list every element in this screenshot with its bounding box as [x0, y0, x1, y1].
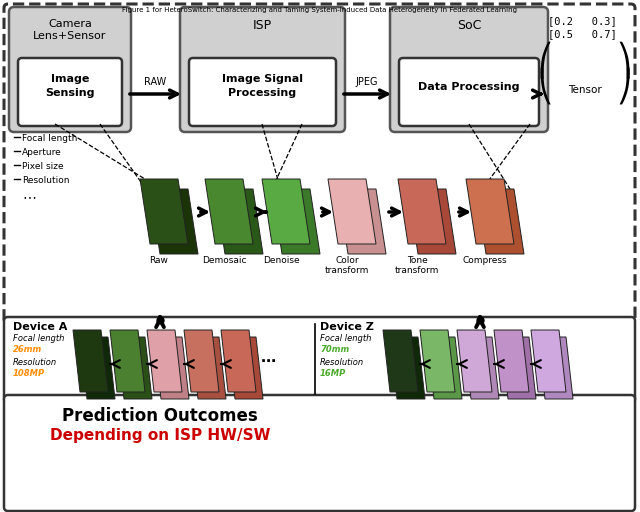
Polygon shape — [272, 189, 320, 254]
FancyBboxPatch shape — [4, 395, 635, 511]
Text: Figure 1 for HeteroSwitch: Characterizing and Taming System-Induced Data Heterog: Figure 1 for HeteroSwitch: Characterizin… — [122, 7, 518, 13]
Text: Device Z: Device Z — [320, 322, 374, 332]
Polygon shape — [494, 330, 529, 392]
Polygon shape — [262, 179, 310, 244]
Polygon shape — [476, 189, 524, 254]
Polygon shape — [147, 330, 182, 392]
Text: RAW: RAW — [144, 77, 166, 87]
FancyBboxPatch shape — [4, 4, 635, 324]
Polygon shape — [398, 179, 446, 244]
Polygon shape — [328, 179, 376, 244]
Text: Raw: Raw — [150, 256, 168, 265]
Polygon shape — [191, 337, 226, 399]
Text: 26mm: 26mm — [13, 345, 42, 354]
Bar — [491, 412, 570, 499]
Polygon shape — [466, 179, 514, 244]
FancyBboxPatch shape — [18, 58, 122, 126]
Text: Focal length: Focal length — [320, 334, 371, 343]
Text: Demosaic: Demosaic — [202, 256, 246, 265]
FancyBboxPatch shape — [189, 58, 336, 126]
Y-axis label: Accuracy: Accuracy — [261, 406, 271, 462]
Polygon shape — [408, 189, 456, 254]
Text: Device A: Device A — [13, 322, 67, 332]
Polygon shape — [215, 189, 263, 254]
Text: SoC: SoC — [457, 19, 481, 32]
Text: Depending on ISP HW/SW: Depending on ISP HW/SW — [50, 428, 270, 443]
Text: Prediction Outcomes: Prediction Outcomes — [62, 407, 258, 425]
Text: ⋯: ⋯ — [260, 353, 276, 369]
Polygon shape — [501, 337, 536, 399]
Text: JPEG: JPEG — [356, 77, 378, 87]
Polygon shape — [205, 179, 253, 244]
Polygon shape — [73, 330, 108, 392]
Polygon shape — [140, 179, 188, 244]
Polygon shape — [154, 337, 189, 399]
Polygon shape — [427, 337, 462, 399]
Text: [0.2   0.3]: [0.2 0.3] — [548, 16, 617, 26]
FancyBboxPatch shape — [9, 7, 131, 132]
Text: Image Signal: Image Signal — [221, 74, 303, 84]
Text: Color
transform: Color transform — [325, 256, 369, 275]
Polygon shape — [184, 330, 219, 392]
Polygon shape — [338, 189, 386, 254]
Text: ⋯: ⋯ — [22, 190, 36, 204]
Text: Denoise: Denoise — [262, 256, 300, 265]
Polygon shape — [383, 330, 418, 392]
Polygon shape — [228, 337, 263, 399]
Text: ISP: ISP — [252, 19, 271, 32]
Text: Processing: Processing — [228, 88, 296, 98]
Text: ⎞
⎠: ⎞ ⎠ — [616, 42, 632, 104]
Polygon shape — [150, 189, 198, 254]
Text: Resolution: Resolution — [22, 176, 70, 185]
Polygon shape — [464, 337, 499, 399]
Polygon shape — [110, 330, 145, 392]
Polygon shape — [420, 330, 455, 392]
Text: Data Processing: Data Processing — [419, 82, 520, 92]
Polygon shape — [221, 330, 256, 392]
Bar — [348, 388, 426, 499]
Text: Tensor: Tensor — [568, 85, 602, 95]
FancyBboxPatch shape — [4, 317, 635, 403]
Polygon shape — [80, 337, 115, 399]
Text: Resolution: Resolution — [320, 358, 364, 367]
Text: 70mm: 70mm — [320, 345, 349, 354]
Text: Lens+Sensor: Lens+Sensor — [33, 31, 107, 41]
Polygon shape — [538, 337, 573, 399]
FancyBboxPatch shape — [390, 7, 548, 132]
Text: 108MP: 108MP — [13, 369, 45, 378]
Text: Image: Image — [51, 74, 89, 84]
Text: Camera: Camera — [48, 19, 92, 29]
Text: Focal length: Focal length — [13, 334, 65, 343]
Text: Sensing: Sensing — [45, 88, 95, 98]
FancyBboxPatch shape — [180, 7, 345, 132]
Polygon shape — [531, 330, 566, 392]
Text: Resolution: Resolution — [13, 358, 57, 367]
Text: Pixel size: Pixel size — [22, 162, 63, 171]
Text: Tone
transform: Tone transform — [395, 256, 439, 275]
Polygon shape — [457, 330, 492, 392]
Text: Focal length: Focal length — [22, 134, 77, 143]
Text: Aperture: Aperture — [22, 148, 61, 157]
Polygon shape — [117, 337, 152, 399]
Text: [0.5   0.7]: [0.5 0.7] — [548, 29, 617, 39]
Text: Compress: Compress — [463, 256, 508, 265]
Text: 16MP: 16MP — [320, 369, 346, 378]
Polygon shape — [390, 337, 425, 399]
Text: ⎛
⎝: ⎛ ⎝ — [538, 42, 552, 104]
FancyBboxPatch shape — [399, 58, 539, 126]
